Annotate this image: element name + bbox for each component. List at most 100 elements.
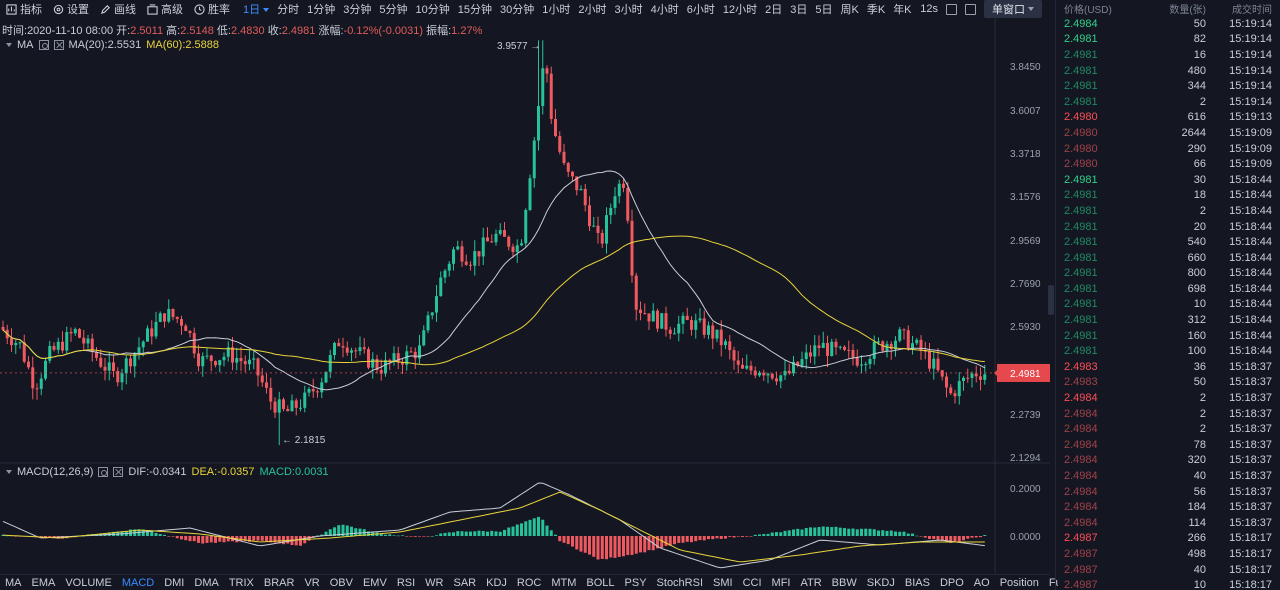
indicator-tab[interactable]: SMI — [713, 576, 733, 589]
trade-time: 15:18:37 — [1229, 407, 1272, 420]
interval-option[interactable]: 10分钟 — [415, 4, 450, 16]
indicator-tab[interactable]: AO — [973, 576, 990, 589]
indicator-tab[interactable]: DMI — [164, 576, 185, 589]
interval-option[interactable]: 15分钟 — [457, 4, 492, 16]
interval-option[interactable]: 季K — [866, 4, 886, 16]
macd-bar — [469, 531, 472, 536]
ma-settings-icon[interactable] — [38, 40, 49, 50]
indicator-tab[interactable]: MFI — [771, 576, 791, 589]
trade-row: 2.4980 2644 15:19:09 — [1058, 125, 1280, 141]
refresh-interval[interactable]: 12s — [920, 3, 938, 15]
recent-trades-panel: 价格(USD) 数量(张) 成交时间 2.4984 50 15:19:14 2.498… — [1058, 0, 1280, 590]
interval-option[interactable]: 1分钟 — [307, 4, 336, 16]
interval-option[interactable]: 1小时 — [542, 4, 571, 16]
indicator-tab[interactable]: DPO — [939, 576, 964, 589]
trade-price: 2.4983 — [1064, 376, 1098, 389]
indicator-tab[interactable]: CCI — [742, 576, 762, 589]
indicator-tab[interactable]: SKDJ — [866, 576, 895, 589]
interval-option[interactable]: 3小时 — [614, 4, 643, 16]
trade-row: 2.4981 160 15:18:44 — [1058, 328, 1280, 344]
indicator-tab[interactable]: StochRSI — [656, 576, 704, 589]
indicator-tab[interactable]: BRAR — [263, 576, 295, 589]
fullscreen-icon[interactable] — [946, 3, 957, 15]
trade-price: 2.4980 — [1064, 126, 1098, 139]
indicator-tab[interactable]: BOLL — [586, 576, 615, 589]
advanced-button[interactable]: 高级 — [141, 1, 188, 17]
indicator-tab[interactable]: TRIX — [228, 576, 254, 589]
interval-dropdown[interactable]: 1日 — [239, 1, 273, 17]
interval-option[interactable]: 12小时 — [722, 4, 758, 16]
interval-option[interactable]: 3分钟 — [343, 4, 372, 16]
ma-close-icon[interactable] — [53, 40, 64, 50]
indicator-button[interactable]: 指标 — [0, 1, 47, 17]
candle-body — [702, 318, 706, 335]
indicator-tab[interactable]: OBV — [329, 576, 353, 589]
candle-body — [549, 73, 553, 119]
indicator-tab[interactable]: Position — [999, 576, 1039, 589]
indicator-tab[interactable]: VR — [304, 576, 320, 589]
panel-divider — [1055, 0, 1056, 590]
macd-bar — [860, 528, 863, 536]
macd-bar — [256, 536, 260, 541]
macd-bar — [209, 536, 213, 543]
macd-close-icon[interactable] — [113, 467, 124, 477]
candle-body — [260, 375, 264, 383]
panel-resize-handle[interactable] — [1048, 285, 1054, 315]
interval-option[interactable]: 年K — [893, 4, 912, 16]
indicator-tab[interactable]: PSY — [624, 576, 647, 589]
interval-option[interactable]: 6小时 — [686, 4, 715, 16]
indicator-tab[interactable]: MA — [5, 576, 22, 589]
candle-body — [911, 343, 914, 350]
indicator-tab[interactable]: WR — [425, 576, 444, 589]
candle-body — [401, 362, 404, 365]
collapse-icon[interactable] — [6, 470, 12, 474]
candle-body — [214, 361, 217, 366]
interval-option[interactable]: 4小时 — [650, 4, 679, 16]
interval-option[interactable]: 分时 — [277, 4, 300, 16]
candle-body — [579, 188, 583, 191]
indicator-tab[interactable]: DMA — [194, 576, 219, 589]
trade-time: 15:18:37 — [1229, 516, 1272, 529]
candle-body — [532, 140, 536, 179]
win-rate-button[interactable]: 胜率 — [188, 1, 235, 17]
settings-button[interactable]: 设置 — [47, 1, 94, 17]
interval-option[interactable]: 3日 — [790, 4, 808, 16]
trade-time: 15:18:37 — [1229, 376, 1272, 389]
indicator-tab[interactable]: SAR — [453, 576, 477, 589]
indicator-tab[interactable]: EMA — [31, 576, 56, 589]
trade-row: 2.4984 320 15:18:37 — [1058, 453, 1280, 469]
window-mode-dropdown[interactable]: 单窗口 — [984, 0, 1042, 18]
candle-body — [180, 319, 183, 326]
interval-option[interactable]: 2小时 — [578, 4, 607, 16]
macd-bar — [664, 536, 668, 546]
candle-body — [600, 232, 604, 244]
trade-time: 15:18:17 — [1229, 579, 1272, 590]
indicator-tab[interactable]: BBW — [831, 576, 857, 589]
indicator-tab[interactable]: BIAS — [904, 576, 930, 589]
interval-option[interactable]: 2日 — [765, 4, 783, 16]
indicator-tab[interactable]: VOLUME — [65, 576, 112, 589]
screenshot-icon[interactable] — [965, 3, 976, 15]
indicator-tab[interactable]: EMV — [362, 576, 387, 589]
kline-chart[interactable]: 3.8450 3.6007 3.3718 3.1576 2.9569 2.7690 2.59… — [0, 0, 1050, 574]
indicator-tab[interactable]: ROC — [516, 576, 542, 589]
draw-line-button[interactable]: 画线 — [94, 1, 141, 17]
interval-option[interactable]: 周K — [840, 4, 859, 16]
interval-option[interactable]: 30分钟 — [500, 4, 535, 16]
macd-bar — [14, 536, 18, 537]
macd-bar — [826, 526, 829, 536]
indicator-tab[interactable]: ATR — [800, 576, 822, 589]
indicator-tab[interactable]: MACD — [121, 576, 155, 589]
candle-body — [617, 183, 621, 197]
collapse-icon[interactable] — [6, 43, 12, 47]
trade-time: 15:19:09 — [1229, 126, 1272, 139]
macd-settings-icon[interactable] — [98, 467, 109, 477]
candle-body — [834, 341, 838, 348]
candle-body — [860, 364, 863, 366]
indicator-tab[interactable]: KDJ — [486, 576, 507, 589]
indicator-tab[interactable]: MTM — [551, 576, 577, 589]
interval-option[interactable]: 5日 — [815, 4, 833, 16]
trade-row: 2.4981 344 15:19:14 — [1058, 78, 1280, 94]
indicator-tab[interactable]: RSI — [396, 576, 416, 589]
interval-option[interactable]: 5分钟 — [379, 4, 408, 16]
